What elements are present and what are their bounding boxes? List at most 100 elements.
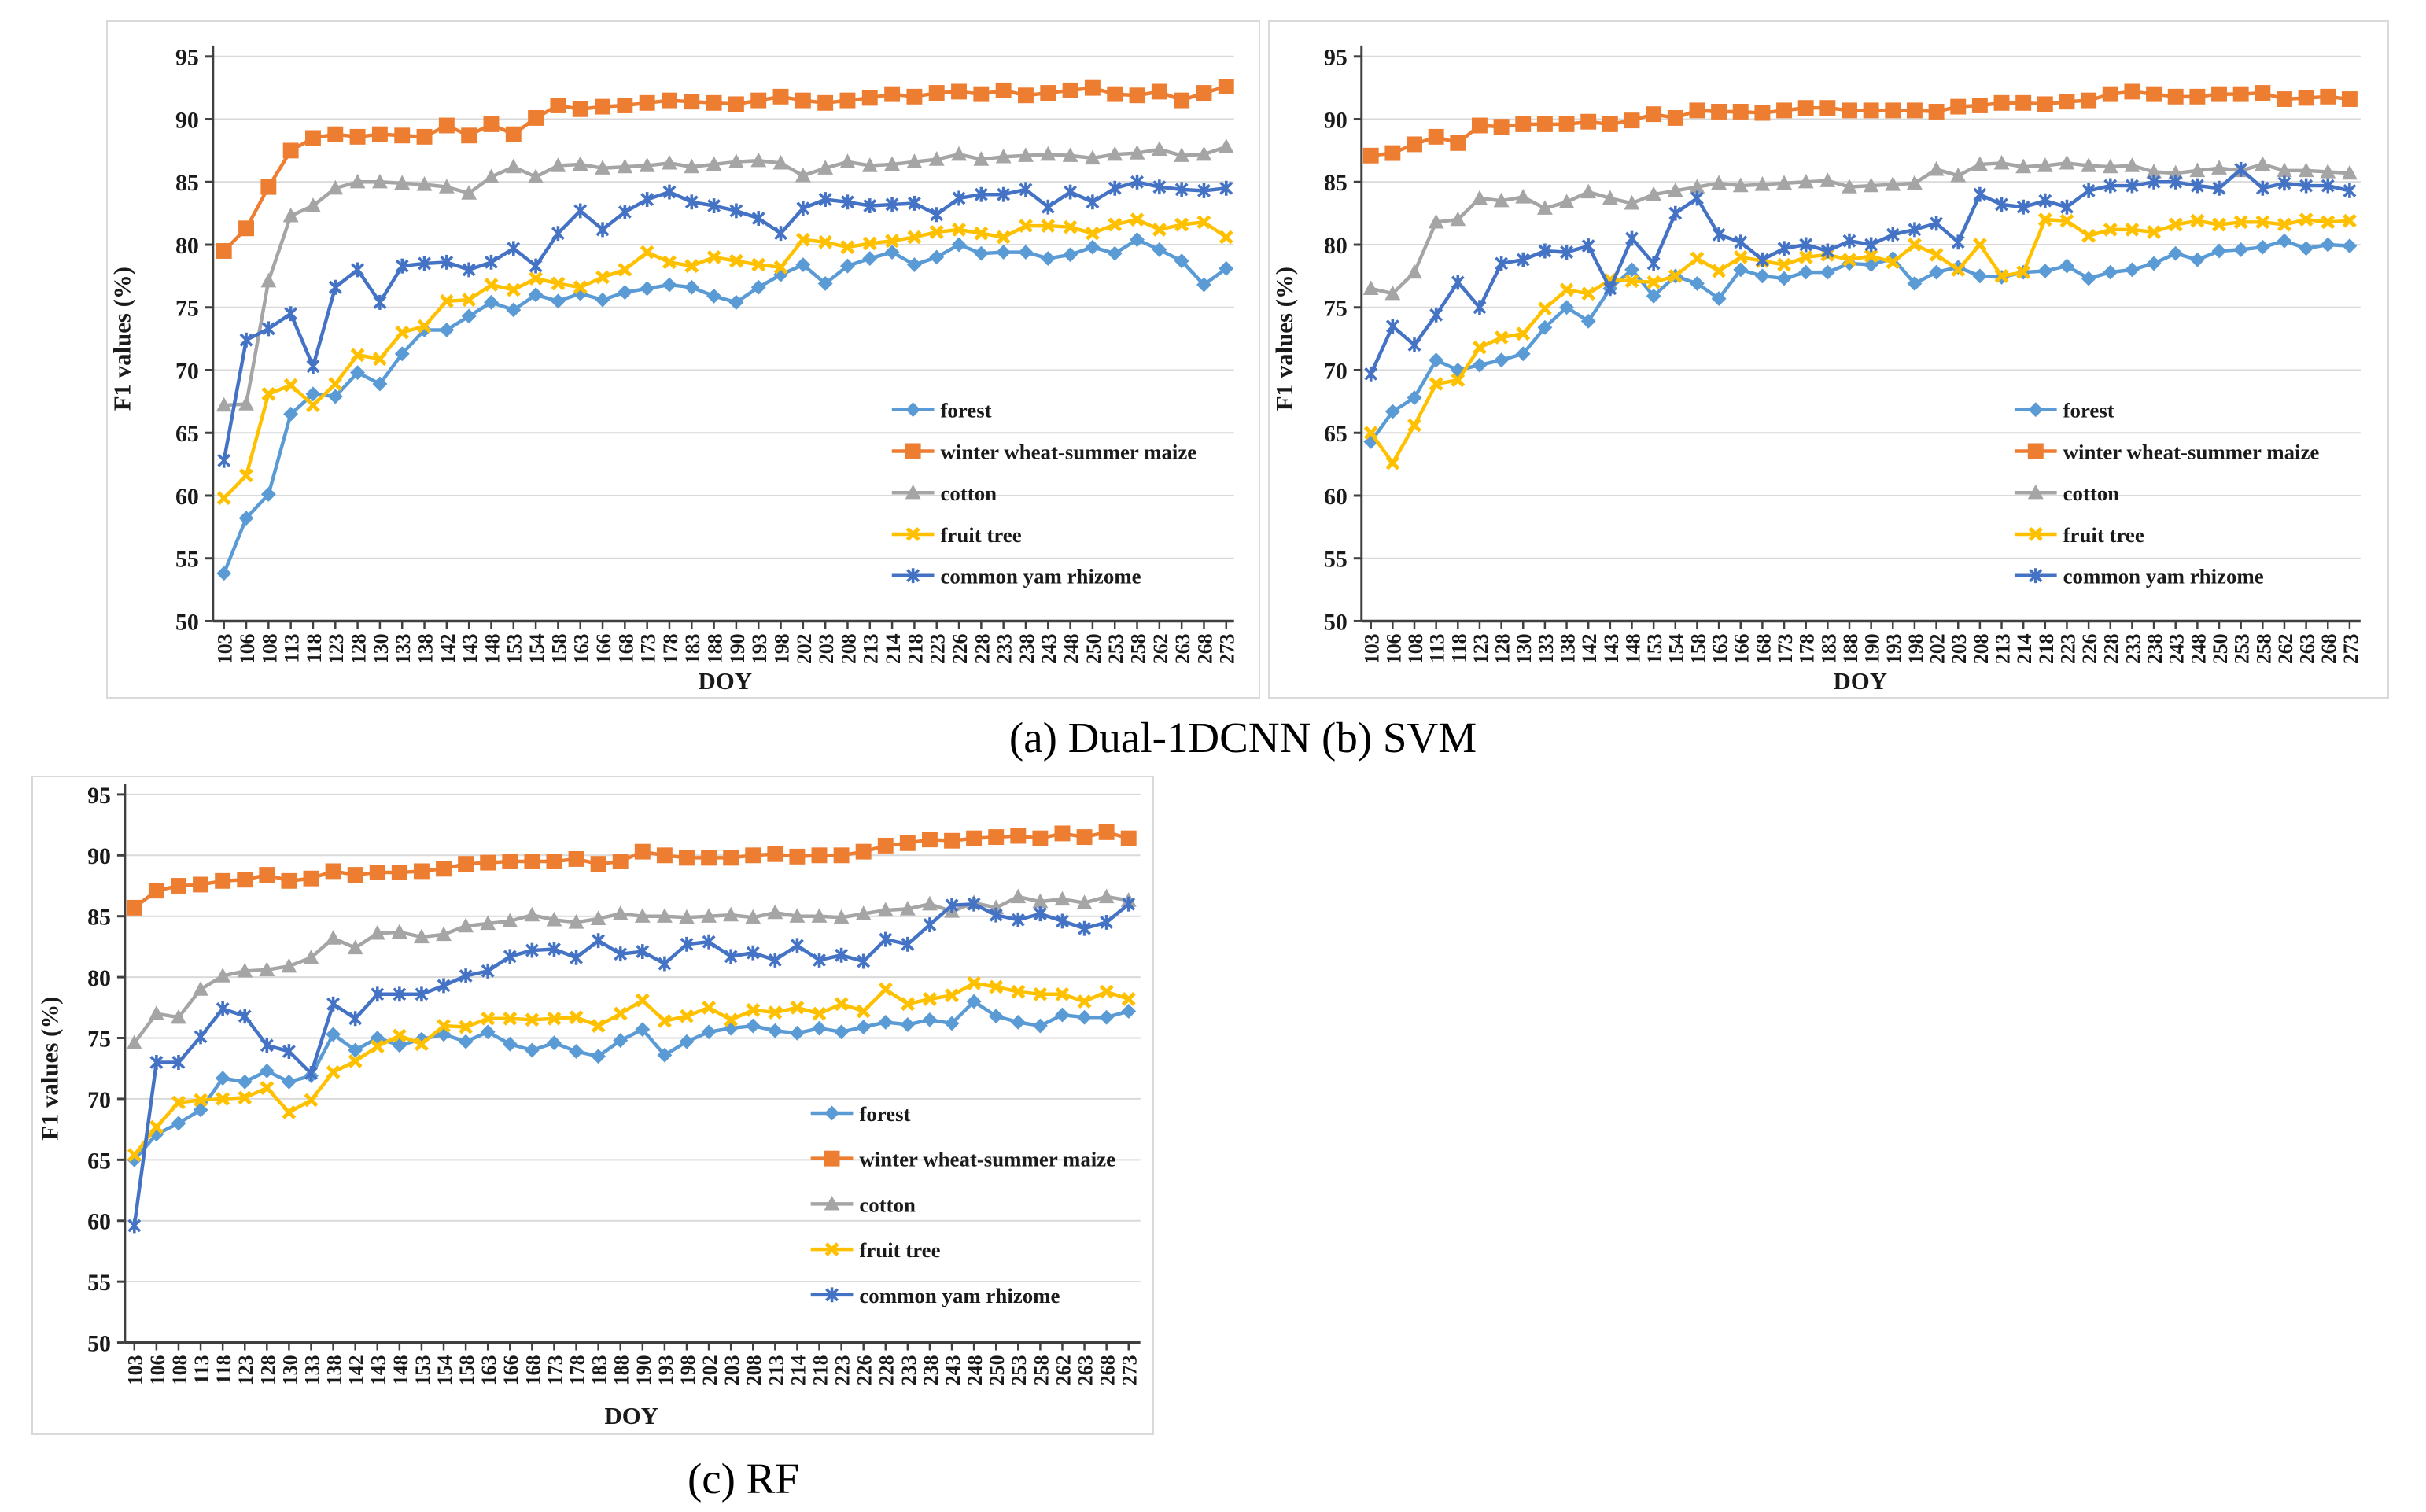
series-fruit-tree-marker xyxy=(1429,377,1443,391)
x-tick-label: 108 xyxy=(258,633,281,664)
series-fruit-tree-marker xyxy=(812,1006,827,1021)
series-fruit-tree-marker xyxy=(1929,247,1944,262)
series-common-yam-rhizome-marker xyxy=(1581,238,1595,254)
series-cotton-marker xyxy=(414,928,430,944)
series-cotton-marker xyxy=(1450,211,1466,227)
series-forest-marker xyxy=(884,245,900,260)
x-tick-label: 163 xyxy=(570,633,593,664)
series-forest-marker xyxy=(1429,352,1444,368)
series-winter-wheat-summer-maize-marker xyxy=(966,830,983,846)
y-tick-label: 60 xyxy=(175,484,199,510)
series-winter-wheat-summer-maize-marker xyxy=(1129,87,1145,104)
series-forest-marker xyxy=(706,288,722,304)
x-tick-label: 106 xyxy=(146,1355,169,1385)
series-common-yam-rhizome-marker xyxy=(529,258,543,274)
series-cotton-marker xyxy=(148,1005,164,1020)
series-cotton-line xyxy=(223,145,1227,408)
series-forest-marker xyxy=(2189,252,2205,267)
series-fruit-tree-marker xyxy=(306,398,320,413)
legend-label-forest: forest xyxy=(2063,399,2114,422)
series-forest-marker xyxy=(1099,1009,1115,1025)
x-tick-label: 123 xyxy=(234,1355,257,1385)
series-winter-wheat-summer-maize-marker xyxy=(1906,102,1923,119)
y-tick-label: 55 xyxy=(175,547,199,573)
series-forest-marker xyxy=(922,1012,938,1027)
x-tick-label: 273 xyxy=(1119,1355,1141,1385)
series-common-yam-rhizome-marker xyxy=(1108,180,1122,196)
series-cotton-marker xyxy=(855,905,872,920)
x-tick-label: 263 xyxy=(1075,1355,1097,1385)
series-winter-wheat-summer-maize-marker xyxy=(1384,145,1401,161)
series-winter-wheat-summer-maize-marker xyxy=(458,856,474,872)
series-common-yam-rhizome-marker xyxy=(1407,337,1421,353)
x-tick-label: 253 xyxy=(2231,633,2254,664)
y-tick-label: 55 xyxy=(87,1270,111,1296)
series-winter-wheat-summer-maize-line xyxy=(133,830,1130,909)
series-winter-wheat-summer-maize-marker xyxy=(568,850,584,867)
series-cotton-marker xyxy=(679,909,695,924)
x-tick-label: 228 xyxy=(876,1355,898,1385)
x-tick-label: 213 xyxy=(1991,633,2014,664)
series-winter-wheat-summer-maize-marker xyxy=(550,98,566,113)
series-winter-wheat-summer-maize-marker xyxy=(546,854,562,869)
x-tick-label: 153 xyxy=(1643,633,1666,664)
series-fruit-tree-marker xyxy=(1063,219,1078,234)
series-fruit-tree-marker xyxy=(2342,213,2357,228)
chart-svm: 50 55 60 65 70 75 80 85 90 95 103 106 108 113 118 123 12… xyxy=(1268,20,2389,699)
legend-item-winter-wheat-summer-maize: winter wheat-summer maize xyxy=(810,1148,1115,1171)
series-cotton-marker xyxy=(1580,183,1597,199)
x-tick-label: 133 xyxy=(300,1355,323,1385)
legend-label-forest: forest xyxy=(859,1102,910,1126)
series-forest-marker xyxy=(1384,404,1400,419)
series-winter-wheat-summer-maize-marker xyxy=(750,92,767,109)
x-tick-label: 258 xyxy=(2252,633,2275,664)
series-forest-marker xyxy=(127,1152,142,1167)
series-common-yam-rhizome-marker xyxy=(351,262,365,278)
series-cotton-marker xyxy=(1776,175,1792,190)
series-cotton-marker xyxy=(483,168,500,184)
series-fruit-tree-marker xyxy=(702,1000,717,1015)
series-forest-line xyxy=(133,999,1130,1161)
series-forest-marker xyxy=(996,245,1012,260)
series-forest-marker xyxy=(216,566,232,581)
series-cotton-marker xyxy=(1667,182,1683,197)
series-fruit-tree-marker xyxy=(1174,217,1189,232)
series-fruit-tree-marker xyxy=(439,293,454,308)
series-cotton xyxy=(1362,154,2358,301)
series-fruit-tree-marker xyxy=(2103,222,2118,237)
series-fruit-tree-marker xyxy=(2321,215,2336,230)
series-forest-marker xyxy=(1646,288,1661,304)
series-common-yam-rhizome-marker xyxy=(149,1055,164,1070)
series-common-yam-rhizome-marker xyxy=(459,968,473,984)
series-forest-marker xyxy=(305,386,321,402)
x-tick-label: 153 xyxy=(503,633,526,664)
series-cotton-marker xyxy=(1558,194,1575,208)
series-cotton-marker xyxy=(1384,285,1401,301)
series-winter-wheat-summer-maize-marker xyxy=(745,847,761,864)
series-cotton-marker xyxy=(1842,179,1857,194)
x-tick-label: 253 xyxy=(1104,633,1127,664)
series-fruit-tree-line xyxy=(133,981,1130,1156)
x-tick-label: 103 xyxy=(1361,633,1384,664)
series-winter-wheat-summer-maize-marker xyxy=(1754,105,1771,121)
legend-label-cotton: cotton xyxy=(859,1193,916,1216)
series-winter-wheat-summer-maize-marker xyxy=(767,846,783,862)
series-fruit-tree-marker xyxy=(790,1000,805,1015)
series-fruit-tree-marker xyxy=(1451,373,1466,388)
series-cotton-marker xyxy=(922,895,938,911)
series-common-yam-rhizome-marker xyxy=(284,306,298,322)
series-cotton-marker xyxy=(1711,175,1727,190)
series-cotton-marker xyxy=(2015,158,2032,174)
series-cotton-marker xyxy=(126,1034,142,1049)
y-tick-label: 85 xyxy=(87,905,111,931)
series-cotton-marker xyxy=(193,981,208,996)
series-winter-wheat-summer-maize-marker xyxy=(325,863,341,880)
series-fruit-tree-marker xyxy=(840,240,855,255)
series-fruit-tree-marker xyxy=(945,988,959,1003)
series-fruit-tree-marker xyxy=(551,276,566,291)
series-common-yam-rhizome-marker xyxy=(328,279,342,295)
series-fruit-tree-marker xyxy=(662,255,677,270)
series-winter-wheat-summer-maize-marker xyxy=(1218,79,1234,95)
series-fruit-tree-marker xyxy=(2125,222,2140,237)
y-tick-label: 65 xyxy=(175,421,199,447)
